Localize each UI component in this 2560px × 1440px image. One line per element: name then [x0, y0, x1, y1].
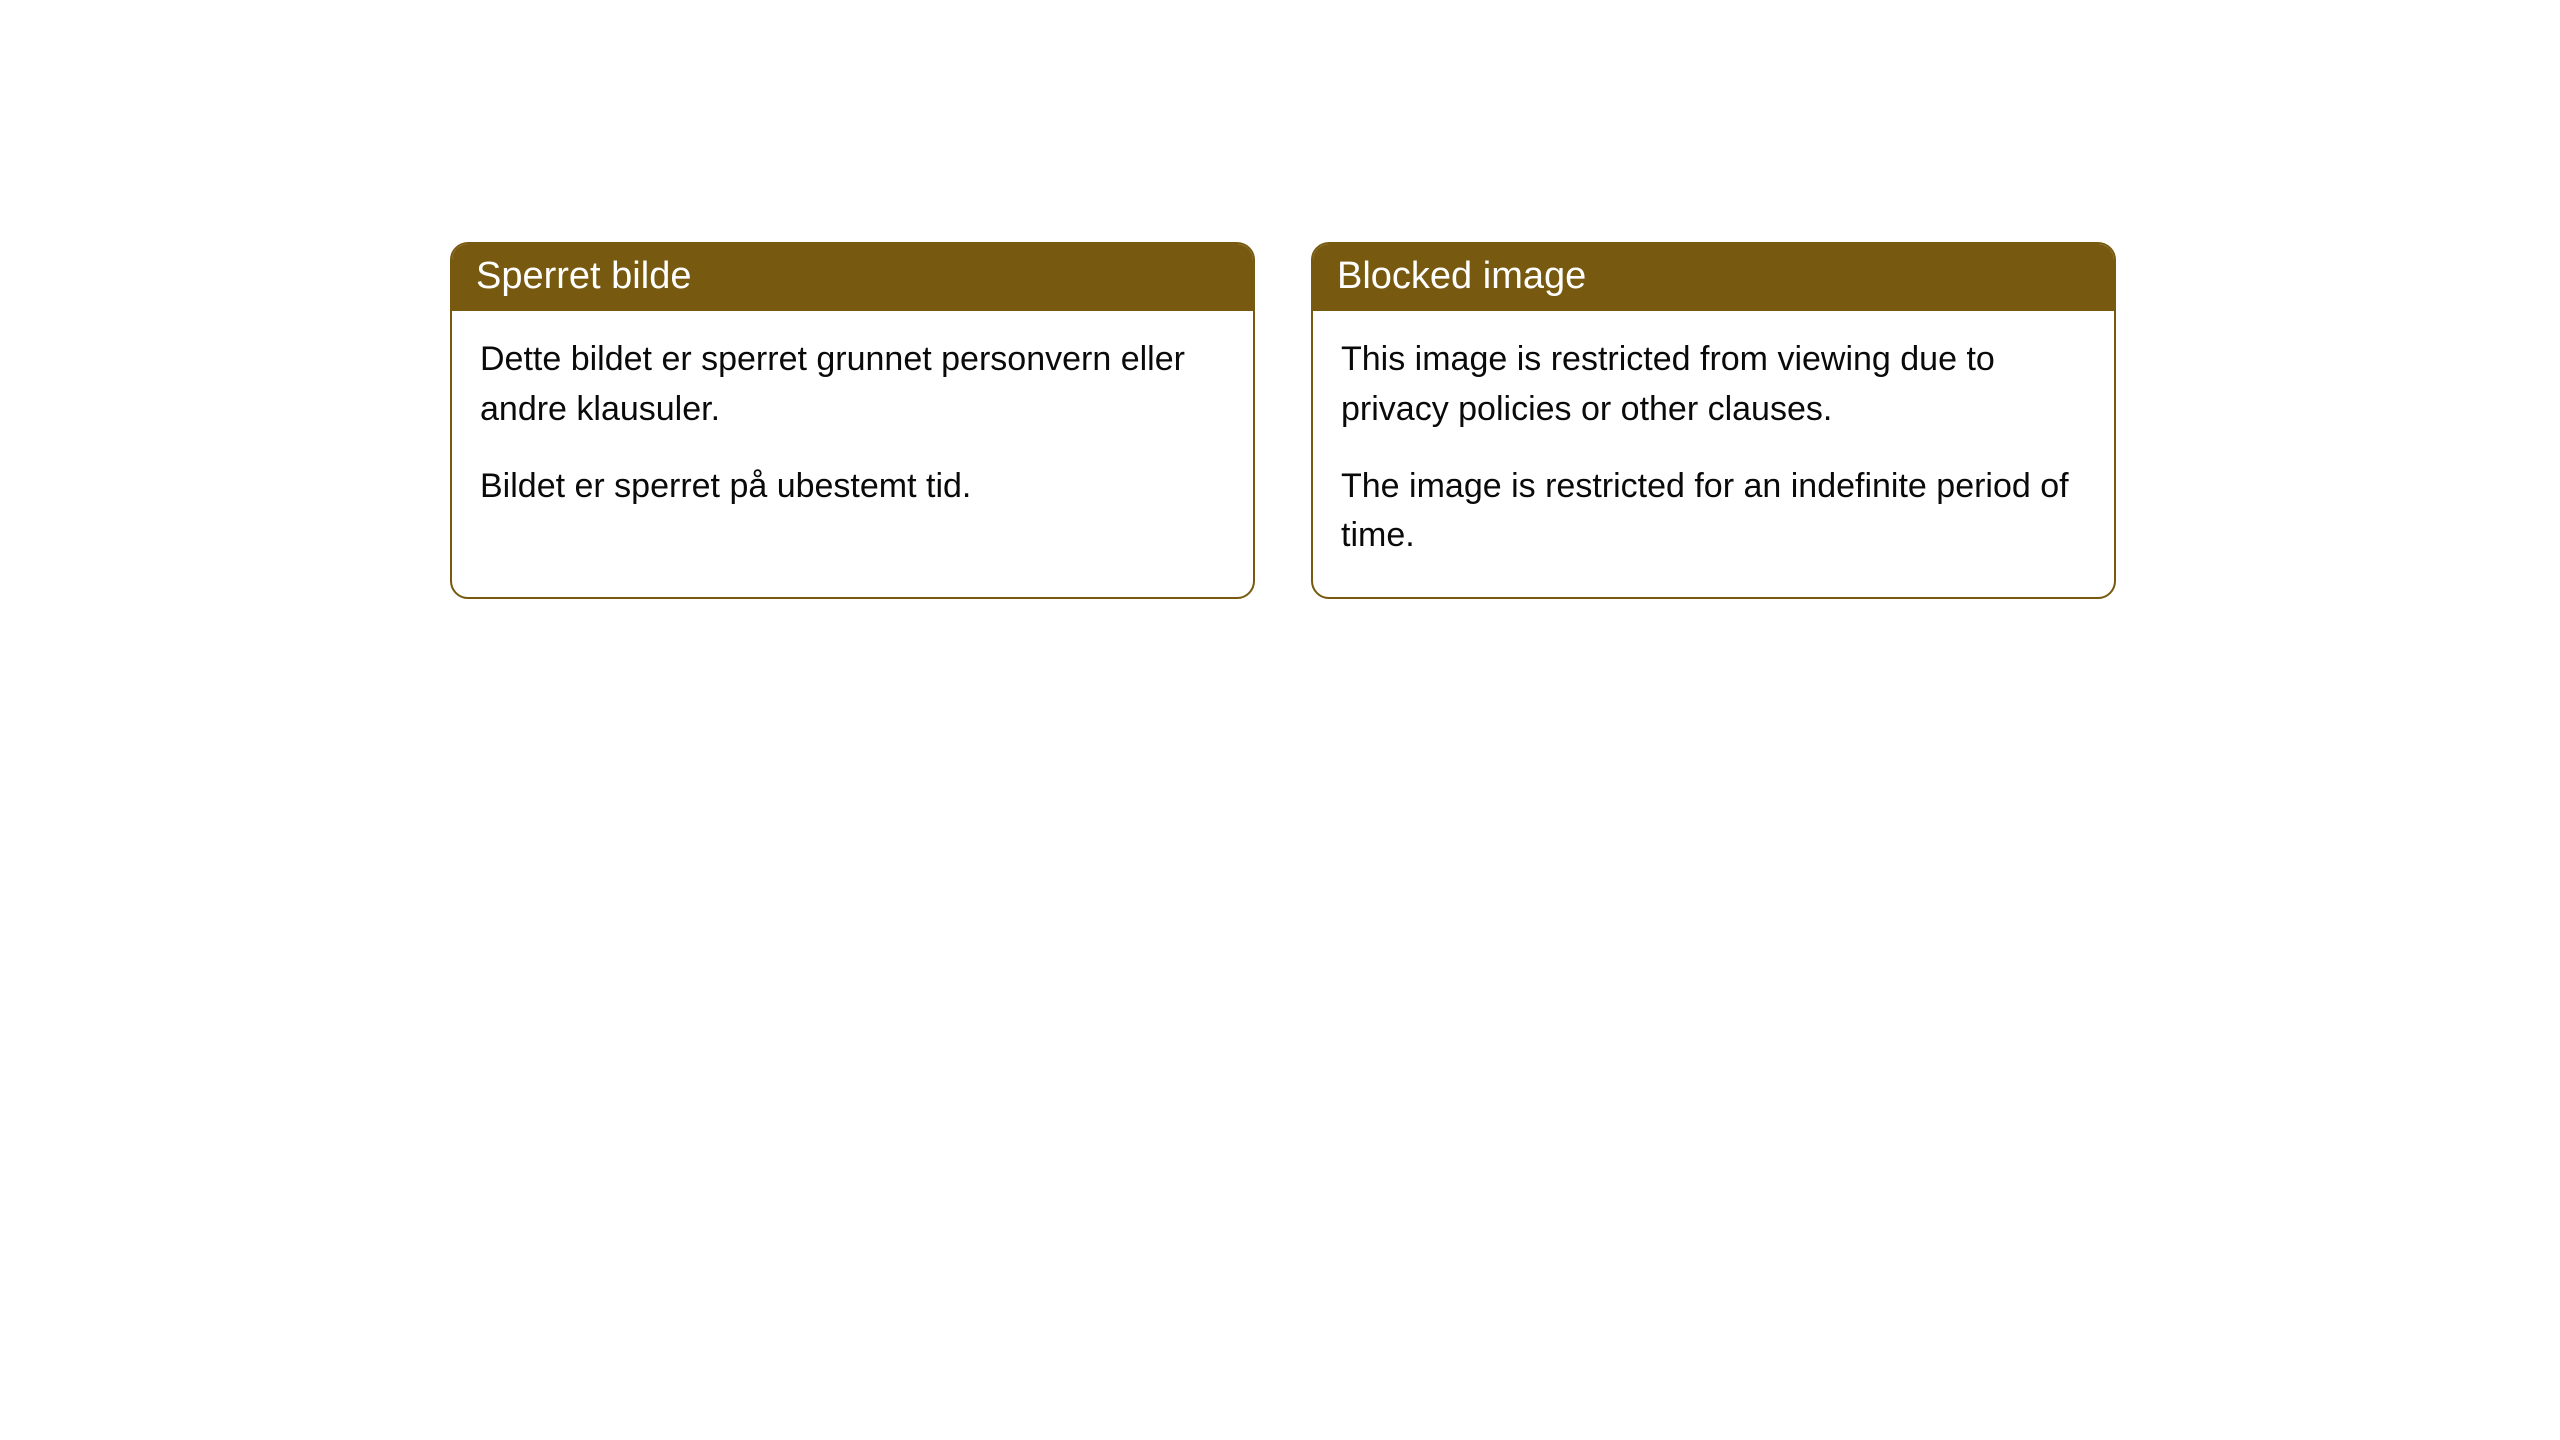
card-paragraph-1-english: This image is restricted from viewing du… — [1341, 335, 2086, 434]
card-body-english: This image is restricted from viewing du… — [1313, 311, 2114, 596]
card-norwegian: Sperret bilde Dette bildet er sperret gr… — [450, 242, 1255, 599]
card-paragraph-2-english: The image is restricted for an indefinit… — [1341, 462, 2086, 561]
card-header-norwegian: Sperret bilde — [452, 244, 1253, 311]
card-container: Sperret bilde Dette bildet er sperret gr… — [0, 0, 2560, 599]
card-header-english: Blocked image — [1313, 244, 2114, 311]
card-body-norwegian: Dette bildet er sperret grunnet personve… — [452, 311, 1253, 547]
card-english: Blocked image This image is restricted f… — [1311, 242, 2116, 599]
card-paragraph-2-norwegian: Bildet er sperret på ubestemt tid. — [480, 462, 1225, 511]
card-paragraph-1-norwegian: Dette bildet er sperret grunnet personve… — [480, 335, 1225, 434]
